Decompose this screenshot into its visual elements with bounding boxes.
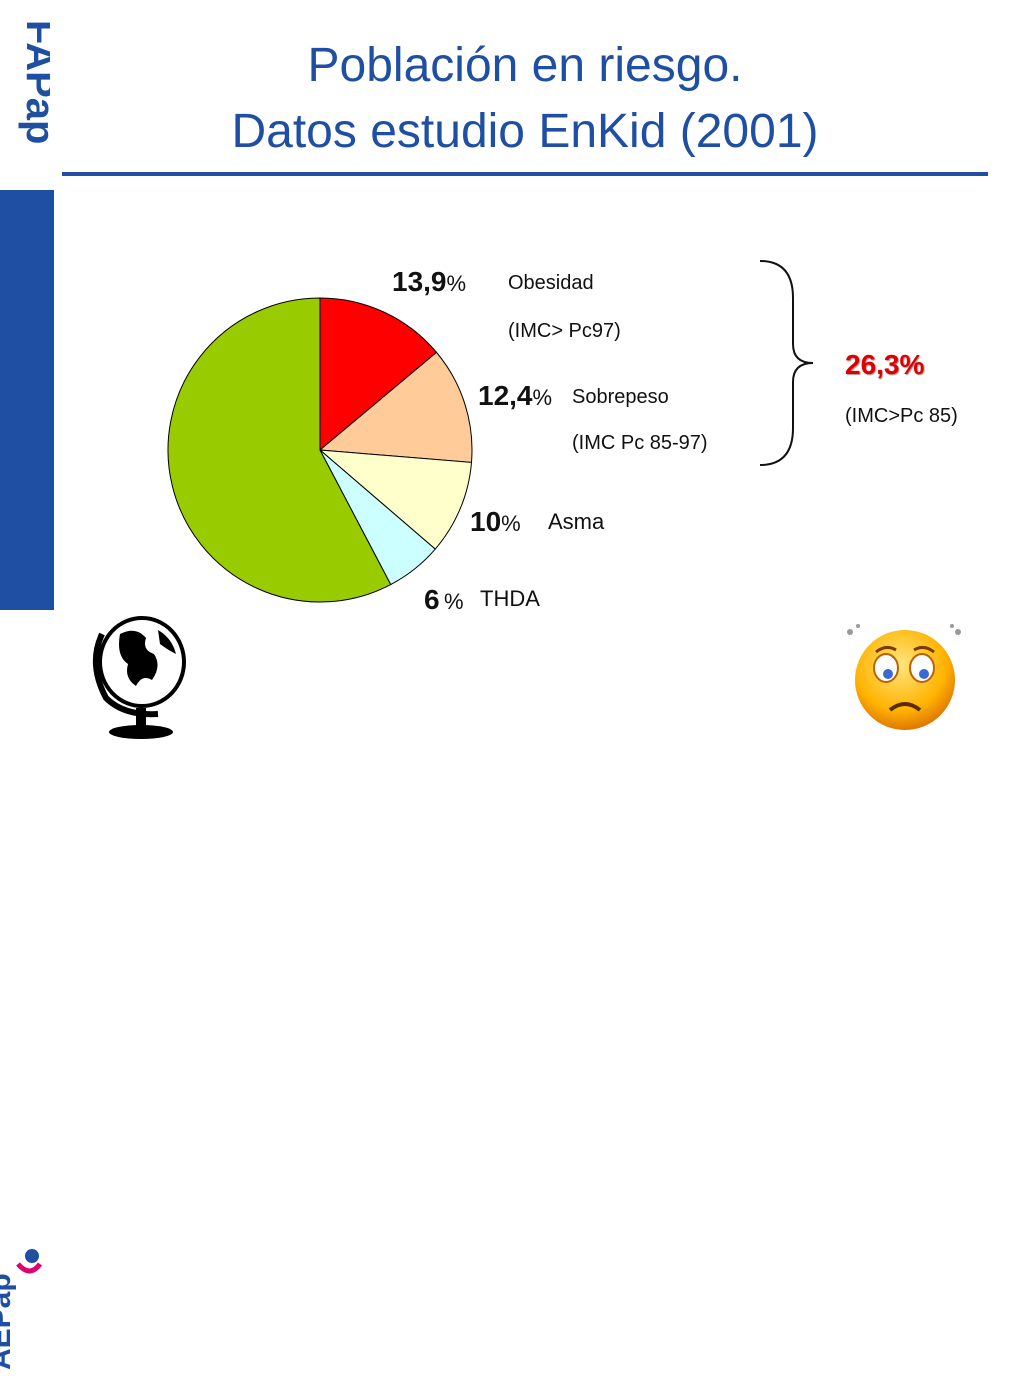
obesidad-label: Obesidad [508, 272, 594, 294]
total-note: (IMC>Pc 85) [845, 405, 958, 427]
fapap-logo: FAPap [18, 20, 50, 144]
label-obesidad: 13,9% [392, 266, 466, 298]
curly-brace [759, 260, 814, 466]
sobrepeso-label: Sobrepeso [572, 386, 669, 408]
pie-slice-other [167, 297, 392, 603]
thda-label: THDA [480, 586, 540, 611]
sobrepeso-unit: % [532, 385, 553, 410]
pie-slice-asma [318, 449, 473, 550]
aepap-logo-swoosh [16, 1262, 43, 1274]
thda-unit: % [444, 589, 464, 614]
sobrepeso-value: 12,4 [478, 380, 533, 411]
obesidad-unit: % [446, 271, 467, 296]
asma-label: Asma [548, 509, 605, 534]
page-title-line2: Datos estudio EnKid (2001) [231, 105, 819, 158]
pie-slice-sobrepeso [318, 351, 473, 463]
asma-unit: % [501, 511, 521, 536]
obesidad-value: 13,9 [392, 266, 447, 297]
thda-value: 6 [424, 584, 440, 615]
sobrepeso-sublabel: (IMC Pc 85-97) [572, 432, 708, 454]
aepap-logo-text: AEPap [0, 1273, 17, 1370]
sidebar-bottom: AEPap [0, 610, 54, 1370]
title-underline [62, 172, 988, 176]
asma-value: 10 [470, 506, 502, 537]
aepap-logo: AEPap [0, 1249, 43, 1370]
label-asma: 10% [470, 506, 521, 538]
aepap-logo-dot [25, 1249, 39, 1263]
sidebar-top: FAPap [0, 0, 54, 190]
label-sobrepeso: 12,4% [478, 380, 552, 412]
globe-icon [92, 616, 186, 739]
pie-slice-obesidad [319, 297, 438, 452]
obesidad-sublabel: (IMC> Pc97) [508, 320, 621, 342]
total-percent: 26,3% [845, 349, 925, 380]
worried-face-icon [847, 624, 961, 730]
label-thda: 6 % [424, 584, 464, 616]
pie-chart [167, 297, 473, 603]
page-title-line1: Población en riesgo. [307, 39, 743, 92]
fapap-logo-text: FAPap [18, 20, 50, 144]
sidebar-bar [0, 190, 54, 610]
